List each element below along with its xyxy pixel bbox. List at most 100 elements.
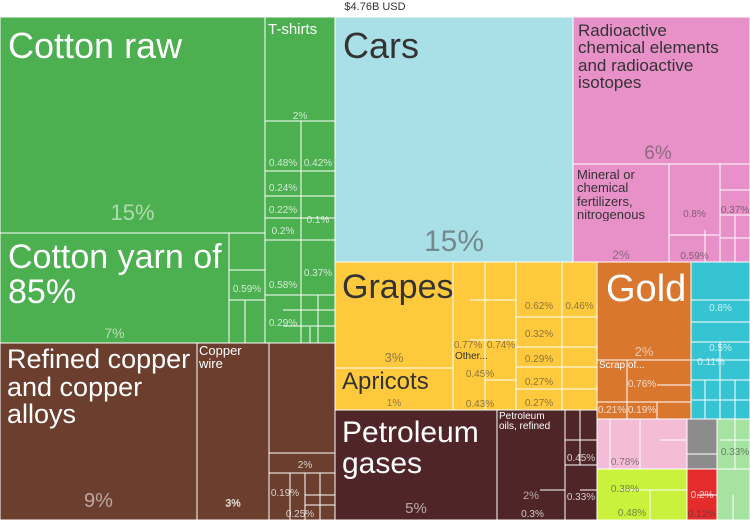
- tile-label: Refined copper and copper alloys: [7, 346, 191, 429]
- subtile-percent: 2%: [297, 460, 313, 471]
- tile-label: Cars: [343, 28, 420, 65]
- subtile-percent: 0.12%: [687, 509, 717, 520]
- tile-label: Scrap of...: [599, 361, 645, 371]
- treemap-cell-mineral: [564, 409, 598, 466]
- tile-label: T-shirts: [268, 22, 318, 38]
- subtile-percent: 0.48%: [617, 508, 647, 519]
- subtile-percent: 0.19%: [270, 488, 300, 499]
- subtile-percent: 0.59%: [232, 284, 262, 295]
- treemap-cell-vehicles: [334, 16, 574, 263]
- subtile-percent: 0.42%: [303, 158, 333, 169]
- subtile-percent: 0.32%: [524, 329, 554, 340]
- treemap-cell-precious: [596, 261, 692, 361]
- subtile-percent: 0.62%: [524, 301, 554, 312]
- tile-label: Copper wire: [199, 344, 242, 371]
- subtile-percent: 0.11%: [697, 357, 725, 368]
- subtile-percent: 0.27%: [524, 377, 554, 388]
- treemap-cell-vegetable: [334, 367, 454, 411]
- subtile-percent: 2%: [292, 111, 308, 122]
- tile-percent: 5%: [405, 500, 427, 517]
- treemap-cell-metals: [196, 342, 270, 520]
- treemap-cell-precious: [656, 401, 692, 420]
- treemap-cell-animal: [596, 418, 688, 470]
- tile-percent: 15%: [110, 200, 155, 225]
- treemap-cell-textiles: [0, 232, 230, 344]
- treemap-cell-misc_lightgreen: [716, 418, 750, 470]
- subtile-percent: 0.29%: [268, 318, 298, 329]
- treemap-cell-chemicals: [572, 163, 670, 263]
- treemap-cell-textiles: [264, 16, 336, 122]
- treemap-cell-vegetable: [561, 316, 598, 348]
- treemap-cell-misc_gray: [686, 453, 718, 470]
- subtile-percent: 0.5%: [709, 343, 732, 354]
- treemap-cell-mineral: [496, 409, 566, 520]
- subtile-percent: 0.59%: [680, 251, 709, 262]
- tile-label: Cotton raw: [8, 28, 183, 65]
- treemap-total: $4.76B USD: [344, 1, 406, 13]
- treemap-cell-vegetable: [561, 388, 598, 411]
- treemap-cell-mineral: [334, 409, 498, 520]
- treemap-cell-vegetable: [334, 261, 454, 369]
- subtile-percent: 0.2%: [690, 490, 714, 501]
- subtile-percent: 0.45%: [566, 453, 596, 464]
- tile-label: Radioactive chemical elements and radioa…: [578, 22, 719, 92]
- tile-label: Apricots: [342, 370, 429, 395]
- subtile-percent: 0.24%: [268, 183, 298, 194]
- treemap-cell-textiles: [300, 170, 336, 197]
- tile-percent: 3%: [225, 498, 241, 510]
- treemap-cell-vegetable: [515, 261, 563, 318]
- subtile-percent: 0.22%: [268, 205, 298, 216]
- subtile-percent: 0.2%: [271, 226, 295, 237]
- subtile-percent: 0.58%: [268, 280, 298, 291]
- tile-percent: 9%: [84, 490, 113, 512]
- subtile-percent: 0.46%: [565, 301, 594, 312]
- treemap-cell-textiles: [0, 16, 266, 234]
- subtile-percent: 0.45%: [465, 369, 495, 380]
- subtile-percent: 0.25%: [285, 509, 315, 520]
- subtile-percent: 0.33%: [720, 447, 750, 458]
- subtile-percent: 0.37%: [720, 205, 750, 216]
- tile-label: Petroleum gases: [342, 418, 479, 480]
- tile-label: Other...: [455, 352, 488, 362]
- subtile-percent: 0.48%: [268, 158, 298, 169]
- subtile-percent: 0.77%: [453, 340, 483, 351]
- treemap-cell-textiles: [264, 239, 302, 296]
- subtile-percent: 0.21%: [597, 405, 627, 416]
- tile-percent: 7%: [104, 325, 125, 341]
- subtile-percent: 0.38%: [610, 484, 640, 495]
- subtile-percent: 3%: [225, 498, 241, 509]
- tile-label: Petroleum oils, refined: [499, 412, 551, 433]
- tile-percent: 15%: [423, 225, 485, 258]
- subtile-percent: 0.43%: [465, 399, 495, 410]
- treemap-cell-misc_gray: [686, 418, 718, 455]
- subtile-percent: 0.8%: [709, 303, 732, 314]
- subtile-percent: 0.78%: [610, 457, 640, 468]
- tile-percent: 2%: [634, 344, 654, 359]
- tile-percent: 1%: [386, 398, 402, 409]
- tile-label: Cotton yarn of 85%: [8, 240, 222, 310]
- treemap-cell-metals: [268, 472, 306, 520]
- subtile-percent: 0.74%: [486, 340, 516, 351]
- tile-percent: 2%: [612, 248, 630, 262]
- treemap-cell-vegetable: [515, 316, 563, 348]
- tile-label: Grapes: [342, 270, 454, 305]
- tile-label: Mineral or chemical fertilizers, nitroge…: [577, 168, 645, 221]
- subtile-percent: 0.76%: [627, 379, 657, 390]
- tile-percent: 2%: [523, 490, 539, 502]
- treemap-cell-textiles: [300, 120, 336, 172]
- tile-label: Gold: [606, 270, 687, 309]
- subtile-percent: 0.3%: [521, 509, 544, 520]
- subtile-percent: 0.19%: [627, 405, 657, 416]
- subtile-percent: 0.37%: [303, 268, 333, 279]
- tile-percent: 6%: [644, 143, 672, 164]
- treemap-cell-vegetable: [561, 366, 598, 390]
- treemap-cell-textiles: [264, 294, 302, 344]
- subtile-percent: 0.29%: [524, 354, 554, 365]
- subtile-percent: 0.1%: [306, 215, 330, 226]
- subtile-percent: 0.27%: [524, 398, 554, 409]
- tile-percent: 3%: [384, 350, 404, 365]
- treemap-cell-vegetable: [561, 346, 598, 368]
- subtile-percent: 0.33%: [566, 492, 596, 503]
- treemap-cell-machinery: [690, 261, 750, 343]
